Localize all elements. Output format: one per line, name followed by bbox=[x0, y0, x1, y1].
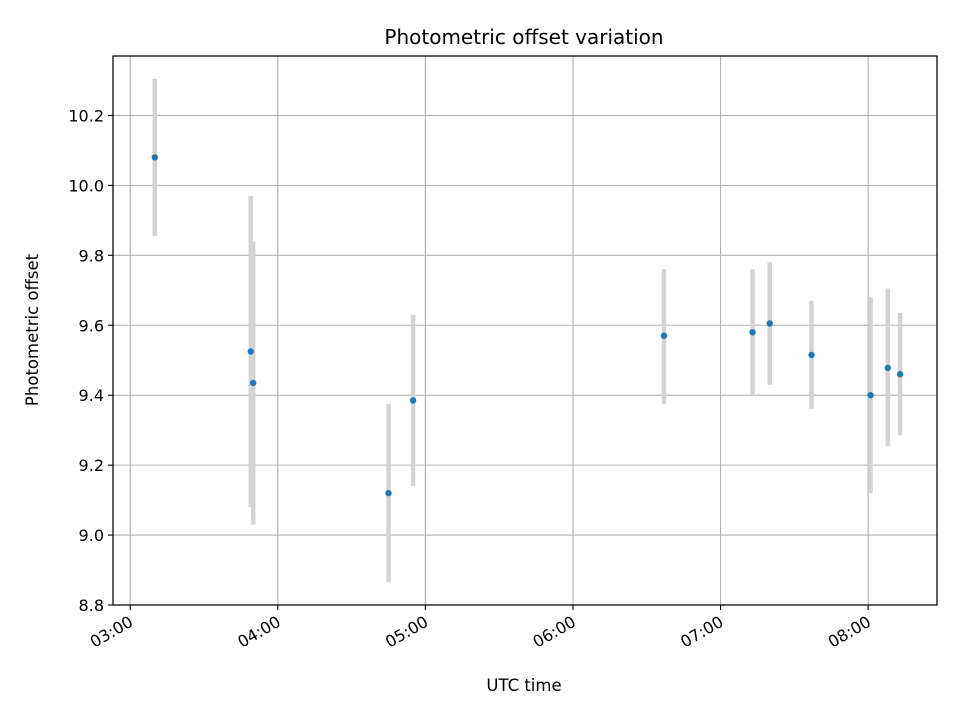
data-points bbox=[151, 154, 904, 497]
data-point bbox=[808, 351, 815, 359]
x-axis-label: UTC time bbox=[486, 676, 561, 695]
y-tick-label: 10.2 bbox=[68, 106, 104, 125]
data-point bbox=[151, 154, 159, 161]
plot-frame bbox=[112, 55, 938, 606]
data-point bbox=[766, 320, 773, 327]
data-point bbox=[250, 379, 257, 387]
y-tick-label: 9.4 bbox=[79, 386, 104, 405]
y-tick-label: 9.8 bbox=[79, 246, 104, 265]
data-point bbox=[749, 329, 756, 336]
data-point bbox=[247, 348, 254, 355]
data-point bbox=[409, 397, 417, 404]
y-axis-ticks: 8.8 9.0 9.2 9.4 9.6 9.8 10.0 10.2 bbox=[68, 106, 113, 615]
data-point bbox=[884, 364, 892, 372]
y-axis-label: Photometric offset bbox=[23, 253, 42, 406]
y-tick-label: 10.0 bbox=[68, 176, 104, 195]
y-tick-label: 8.8 bbox=[79, 596, 104, 615]
data-point bbox=[867, 391, 874, 399]
data-point bbox=[896, 371, 904, 378]
y-tick-label: 9.0 bbox=[79, 526, 104, 545]
y-tick-label: 9.6 bbox=[79, 316, 104, 335]
y-tick-label: 9.2 bbox=[79, 456, 104, 475]
data-point bbox=[385, 489, 392, 497]
chart-title: Photometric offset variation bbox=[384, 25, 663, 49]
data-point bbox=[660, 332, 668, 339]
